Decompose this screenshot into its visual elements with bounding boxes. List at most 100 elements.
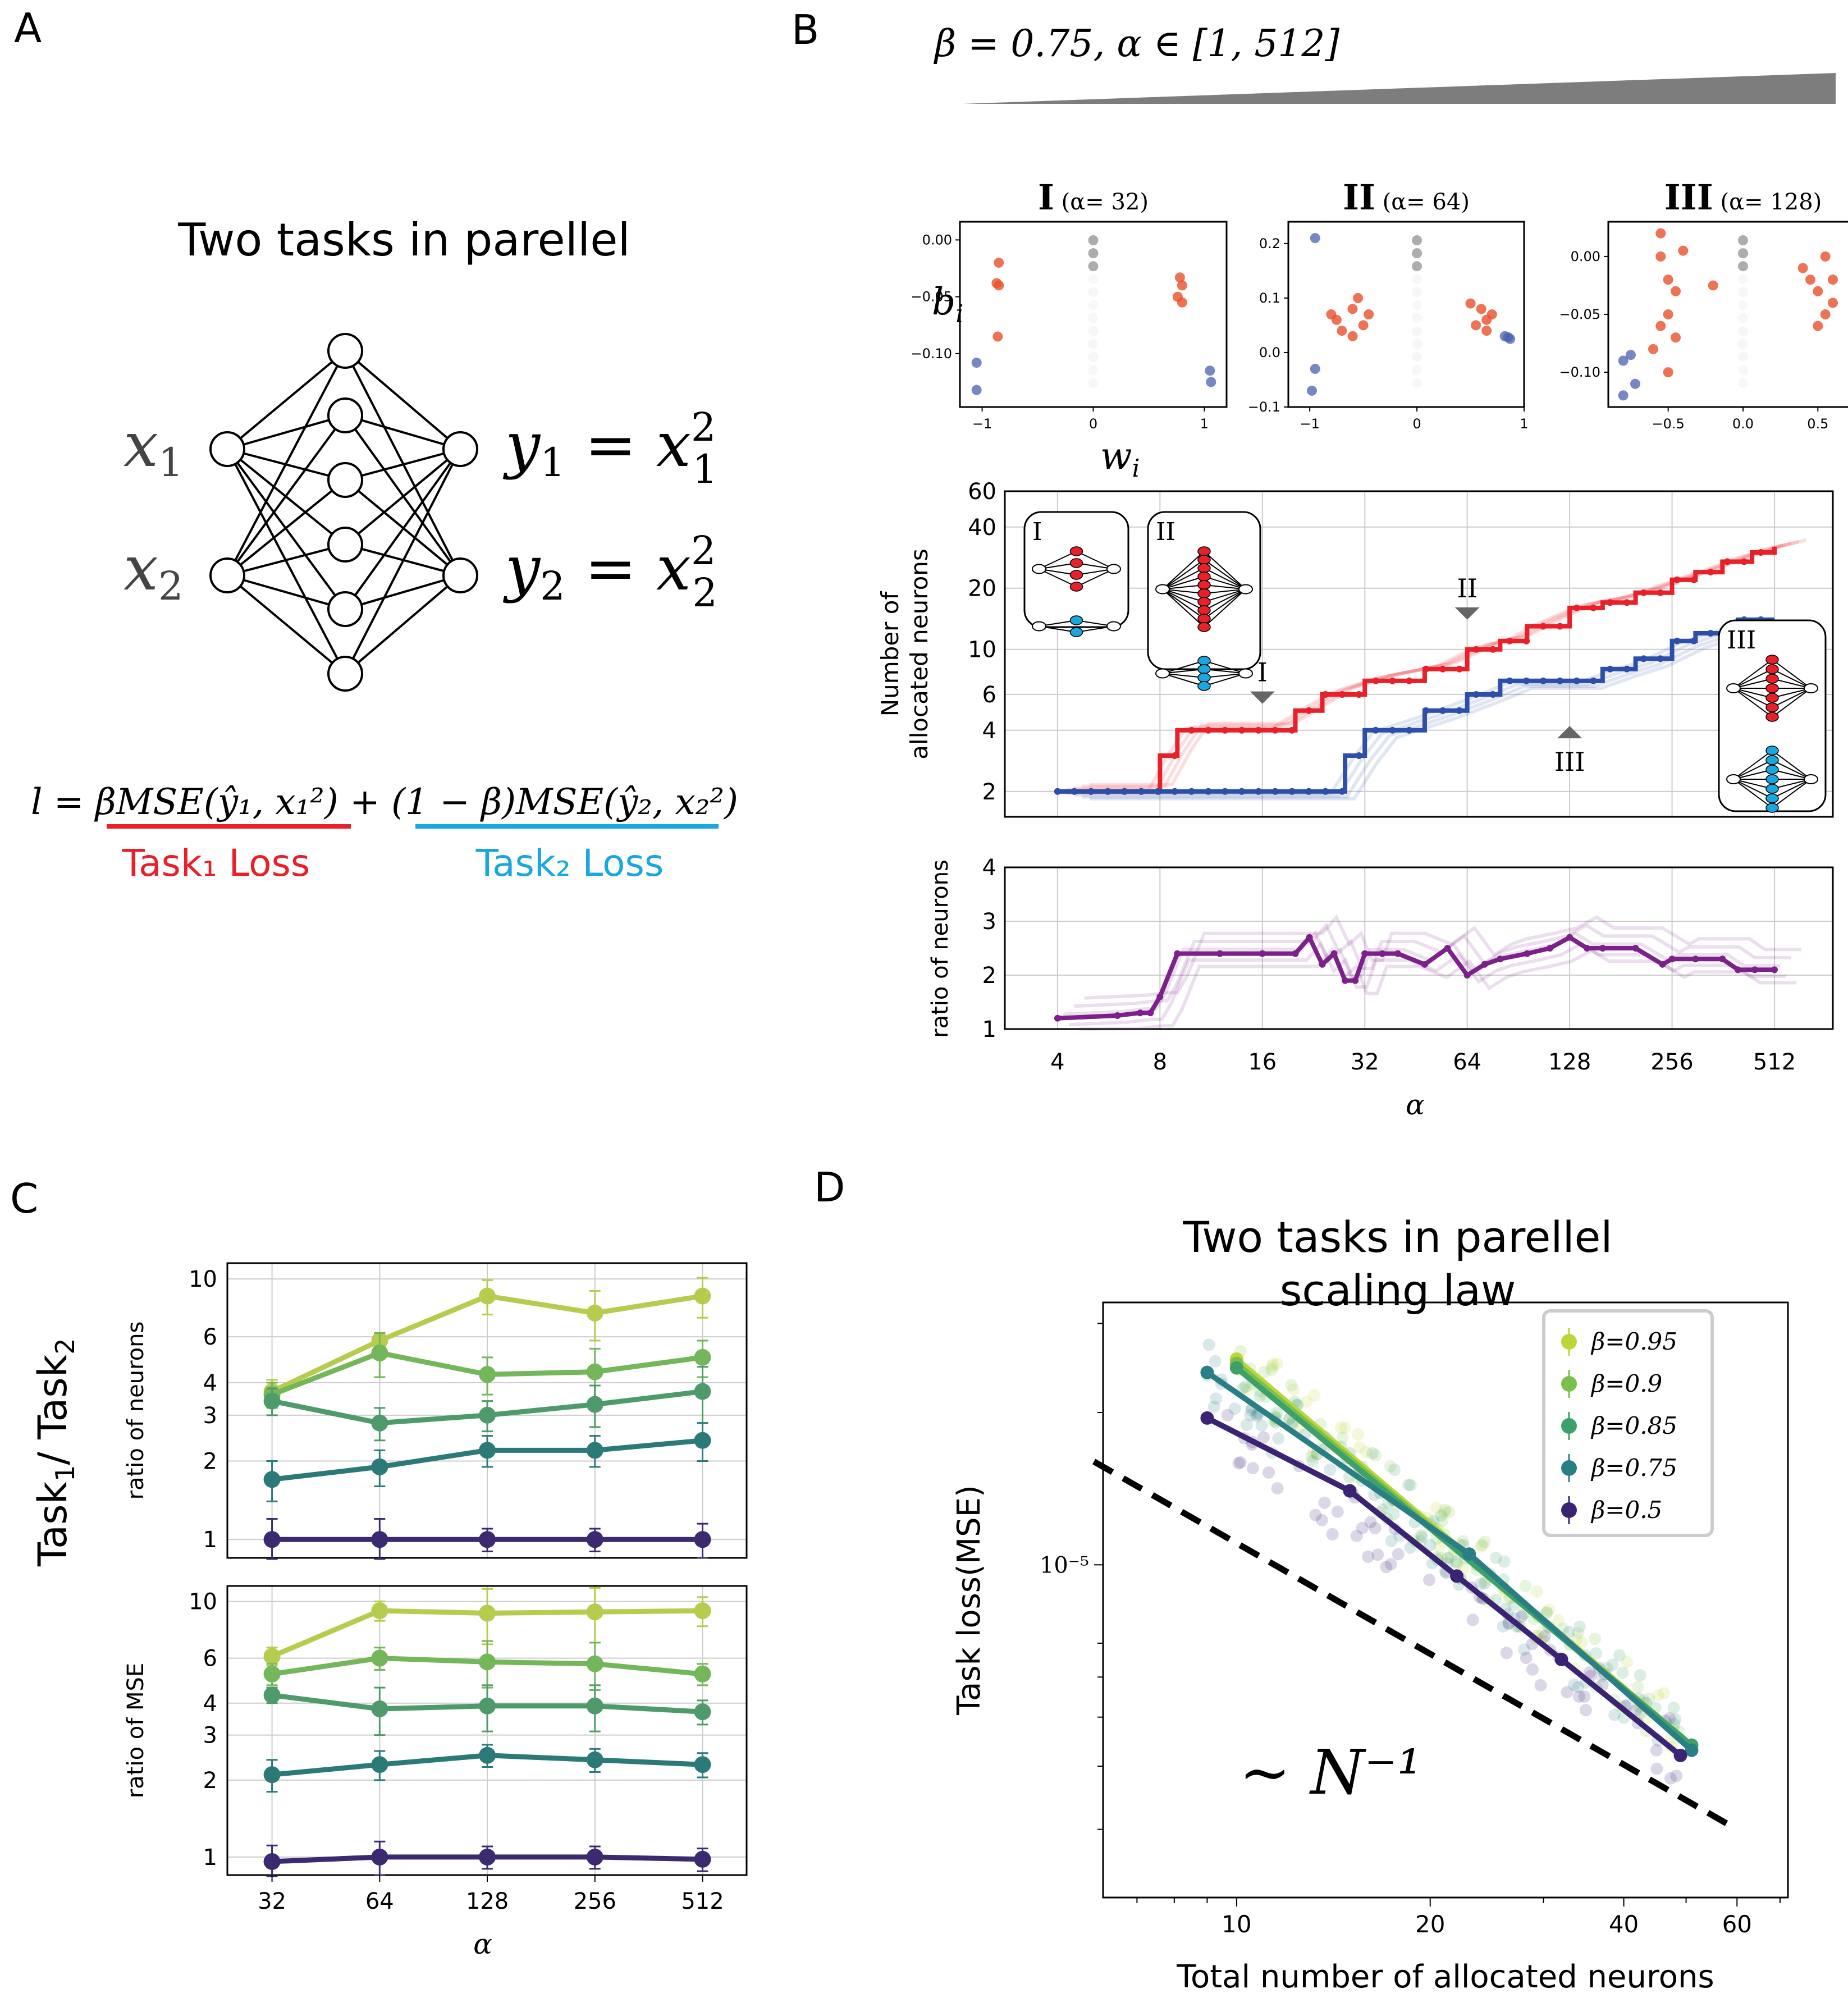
c-point xyxy=(694,1703,711,1721)
d-scatter-point xyxy=(1364,1516,1377,1529)
d-scatter-point xyxy=(1339,1421,1352,1434)
inset-node xyxy=(1032,621,1046,632)
scatter-xtick: 0 xyxy=(1412,416,1421,432)
d-scatter-point xyxy=(1520,1652,1533,1665)
d-scatter-point xyxy=(1664,1772,1677,1785)
ratio-neurons-chart: 10 6 4 3 2 1 ratio of neurons xyxy=(123,1262,748,1560)
ratio-point xyxy=(1481,961,1488,968)
input-x1: x1 xyxy=(123,409,184,486)
ratio-ytick: 2 xyxy=(982,963,996,989)
d-scatter-point xyxy=(1643,1692,1655,1705)
d-scatter-point xyxy=(1331,1505,1344,1518)
d-scatter-point xyxy=(1573,1620,1586,1633)
inset-edge xyxy=(1772,779,1812,808)
inset-edge xyxy=(1733,750,1773,780)
d-scatter-point xyxy=(1335,1421,1348,1434)
ratio-run-shadow xyxy=(1069,940,1786,1027)
d-scatter-point xyxy=(1670,1770,1683,1782)
panel-letter-c: C xyxy=(10,1175,38,1222)
inset-node xyxy=(1238,584,1253,595)
network-node xyxy=(209,431,245,467)
output-y2: y2 = x2 2 xyxy=(502,528,717,616)
inset-node xyxy=(1765,765,1779,775)
inset-node xyxy=(1155,584,1170,595)
c-point xyxy=(371,1602,388,1620)
neurons-point xyxy=(1138,788,1145,795)
scatter-point-task1 xyxy=(1671,332,1681,343)
d-scatter-point xyxy=(1478,1577,1491,1590)
c-ytick: 10 xyxy=(189,1267,217,1292)
d-scatter-point xyxy=(1272,1432,1285,1445)
inset-edge xyxy=(1162,588,1205,602)
loss-equation: l = βMSE(ŷ₁, x₁²) + (1 − β)MSE(ŷ₂, x₂²) xyxy=(31,781,738,823)
inset-edge xyxy=(1772,659,1812,689)
d-scatter-point xyxy=(1540,1606,1553,1619)
ratio-point xyxy=(1342,977,1349,984)
ratio-point xyxy=(1259,950,1266,957)
d-scatter-point xyxy=(1435,1509,1448,1522)
inset-node xyxy=(1069,627,1083,637)
panel-letter-a: A xyxy=(14,4,42,52)
scatter-ylabel: bi xyxy=(932,280,963,328)
scatter-point-task1 xyxy=(1828,298,1838,308)
c-point xyxy=(263,1531,281,1548)
d-scatter-point xyxy=(1500,1647,1513,1659)
scatter-point-task1 xyxy=(1331,314,1342,325)
scatter-point-inactive xyxy=(1412,235,1422,245)
c-point xyxy=(586,1655,603,1672)
neurons-point xyxy=(1724,558,1731,565)
alpha-xtick: 128 xyxy=(1548,1049,1591,1075)
marker-arrow xyxy=(1557,726,1582,739)
scatter-xtick: 1 xyxy=(1520,416,1528,432)
d-scatter-point xyxy=(1572,1690,1585,1703)
network-edge xyxy=(227,414,346,450)
d-scatter-point xyxy=(1423,1574,1436,1587)
d-scatter-point xyxy=(1336,1432,1349,1444)
d-scatter-point xyxy=(1439,1503,1452,1516)
scatter-point-task1 xyxy=(994,257,1004,268)
ratio-point xyxy=(1546,945,1553,952)
ratio-point xyxy=(1319,961,1326,968)
inset-node xyxy=(1238,668,1253,679)
d-scatter-point xyxy=(1271,1357,1284,1370)
ratio-run-shadow xyxy=(1079,947,1797,1031)
c-point xyxy=(479,1604,496,1622)
d-scatter-point xyxy=(1307,1389,1320,1402)
c-point xyxy=(479,1406,496,1424)
inset-node xyxy=(1069,546,1083,556)
inset-edge xyxy=(1162,576,1205,590)
neurons-point xyxy=(1740,558,1748,565)
scatter-point-task1 xyxy=(1347,304,1358,314)
inset-edge xyxy=(1204,588,1246,602)
scatter-title-1: I (α= 32) xyxy=(1038,177,1149,218)
c-point xyxy=(479,1697,496,1715)
d-scatter-point xyxy=(1257,1365,1270,1378)
network-node xyxy=(442,557,478,593)
c-point xyxy=(586,1363,603,1380)
inset-edge xyxy=(1162,588,1205,619)
scatter-xtick: −0.5 xyxy=(1652,416,1685,432)
c-point xyxy=(371,1848,388,1866)
d-scatter-point xyxy=(1326,1528,1339,1540)
scatter-point-inactive xyxy=(1088,235,1099,245)
c-point xyxy=(479,1653,496,1671)
c-point xyxy=(371,1700,388,1717)
d-scatter-point xyxy=(1306,1455,1319,1467)
scatter-point-task1 xyxy=(1820,309,1831,319)
inset-edge xyxy=(1204,673,1246,687)
d-scatter-point xyxy=(1202,1338,1215,1351)
c-point xyxy=(263,1766,281,1784)
d-scatter-point xyxy=(1518,1643,1531,1656)
ratio-ytick: 3 xyxy=(982,909,996,935)
marker-label: III xyxy=(1554,747,1585,777)
network-edge xyxy=(227,574,346,610)
inset-edge xyxy=(1733,659,1773,689)
scatter-ytick: −0.10 xyxy=(1559,364,1600,380)
scatter-point-task1 xyxy=(1655,228,1666,239)
d-scatter-point xyxy=(1366,1447,1379,1460)
marker-label: I xyxy=(1257,657,1268,688)
neurons-point xyxy=(1556,677,1563,684)
neurons-point xyxy=(1322,788,1329,795)
